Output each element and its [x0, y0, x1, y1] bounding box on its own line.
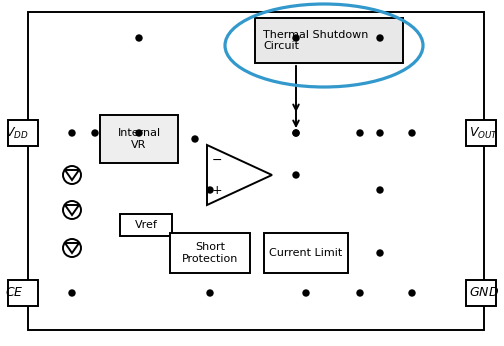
Circle shape [293, 130, 299, 136]
Text: $CE$: $CE$ [5, 286, 24, 300]
Circle shape [357, 130, 363, 136]
Circle shape [377, 250, 383, 256]
Circle shape [409, 290, 415, 296]
Bar [466, 120, 496, 146]
Bar [100, 115, 178, 163]
Bar [120, 214, 172, 236]
Circle shape [357, 290, 363, 296]
Text: $V_{OUT}$: $V_{OUT}$ [469, 126, 499, 140]
Circle shape [303, 290, 309, 296]
Circle shape [377, 35, 383, 41]
Bar [466, 280, 496, 306]
Circle shape [293, 130, 299, 136]
Circle shape [207, 187, 213, 193]
Circle shape [377, 130, 383, 136]
Bar [8, 280, 38, 306]
Bar [8, 120, 38, 146]
Circle shape [207, 290, 213, 296]
Bar [255, 18, 403, 63]
Text: Current Limit: Current Limit [269, 248, 343, 258]
Bar [170, 233, 250, 273]
Text: Internal
VR: Internal VR [117, 128, 161, 150]
Circle shape [69, 130, 75, 136]
Circle shape [377, 187, 383, 193]
Text: Vref: Vref [135, 220, 157, 230]
Text: Short
Protection: Short Protection [182, 242, 238, 264]
Circle shape [136, 130, 142, 136]
Circle shape [293, 35, 299, 41]
Circle shape [409, 130, 415, 136]
Circle shape [192, 136, 198, 142]
Text: −: − [212, 154, 222, 166]
Text: +: + [212, 183, 222, 197]
Circle shape [136, 35, 142, 41]
Circle shape [293, 172, 299, 178]
Text: $V_{DD}$: $V_{DD}$ [5, 126, 29, 140]
Circle shape [69, 290, 75, 296]
Text: $GND$: $GND$ [469, 286, 499, 300]
Text: Thermal Shutdown
Circuit: Thermal Shutdown Circuit [263, 30, 368, 51]
Bar [264, 233, 348, 273]
Circle shape [92, 130, 98, 136]
